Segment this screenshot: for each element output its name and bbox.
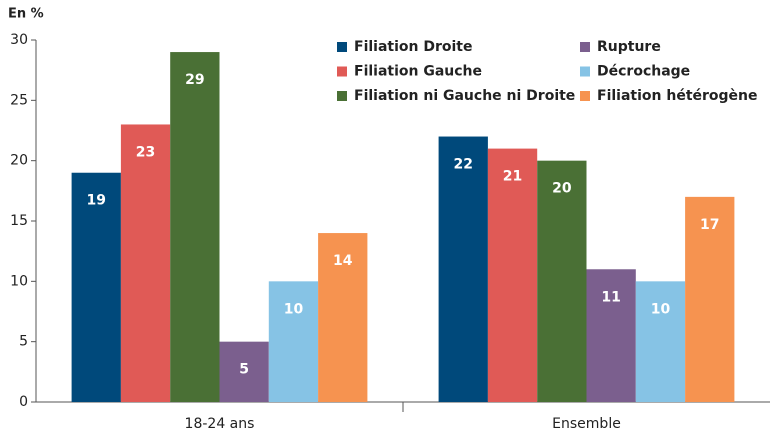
bar xyxy=(120,124,171,402)
value-label: 11 xyxy=(601,289,620,305)
x-tick-label: Ensemble xyxy=(552,416,621,432)
value-label: 14 xyxy=(333,253,353,269)
y-axis-label: En % xyxy=(8,7,44,22)
y-tick-label: 0 xyxy=(19,394,28,410)
value-label: 19 xyxy=(87,193,106,209)
value-label: 17 xyxy=(700,217,719,233)
legend-swatch xyxy=(337,42,347,52)
bar xyxy=(71,172,121,402)
value-label: 23 xyxy=(136,144,155,160)
y-tick-label: 10 xyxy=(10,273,28,289)
bar xyxy=(586,269,636,402)
bar xyxy=(635,281,686,402)
y-tick-label: 20 xyxy=(10,153,28,169)
legend-label: Filiation ni Gauche ni Droite xyxy=(354,88,575,104)
value-label: 21 xyxy=(503,169,522,185)
legend-swatch xyxy=(337,91,347,101)
legend-swatch xyxy=(580,91,590,101)
legend-swatch xyxy=(337,66,347,77)
y-tick-label: 30 xyxy=(10,32,28,48)
value-label: 5 xyxy=(239,362,249,378)
value-label: 10 xyxy=(284,301,304,317)
bar xyxy=(318,233,368,402)
bar xyxy=(685,196,735,402)
bar xyxy=(487,148,538,402)
legend-label: Filiation Gauche xyxy=(354,64,482,80)
bar xyxy=(268,281,319,402)
value-label: 20 xyxy=(552,181,572,197)
value-label: 22 xyxy=(454,157,473,173)
bar xyxy=(537,160,587,402)
legend-label: Filiation Droite xyxy=(354,39,473,55)
legend-swatch xyxy=(580,42,590,52)
bar xyxy=(219,341,269,402)
y-tick-label: 25 xyxy=(10,92,28,108)
legend-swatch xyxy=(580,66,590,77)
y-tick-label: 15 xyxy=(10,213,28,229)
legend-label: Filiation hétérogène xyxy=(597,88,758,104)
value-label: 29 xyxy=(185,72,204,88)
value-label: 10 xyxy=(651,301,671,317)
x-tick-label: 18-24 ans xyxy=(185,416,255,432)
legend-label: Rupture xyxy=(597,39,661,55)
bar xyxy=(438,136,488,403)
bar xyxy=(170,52,220,403)
y-tick-label: 5 xyxy=(19,334,28,350)
legend-label: Décrochage xyxy=(597,64,690,80)
